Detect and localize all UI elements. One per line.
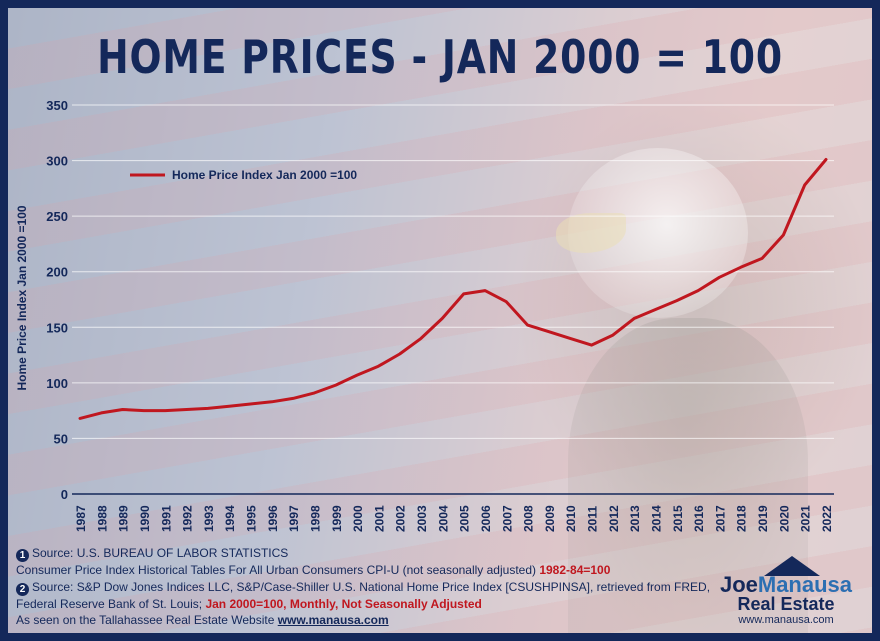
note-1-detail-red: 1982-84=100 <box>539 563 611 577</box>
note-2-text: Source: S&P Dow Jones Indices LLC, S&P/C… <box>32 579 711 594</box>
x-tick-label: 2014 <box>649 505 663 532</box>
logo-url: www.manausa.com <box>738 614 834 626</box>
company-logo: JoeManausa Real Estate www.manausa.com <box>708 556 864 628</box>
x-tick-label: 1987 <box>74 505 88 532</box>
x-tick-label: 2018 <box>735 505 749 532</box>
logo-name: JoeManausa <box>708 572 864 598</box>
logo-subtitle: Real Estate <box>737 594 835 614</box>
y-tick-label: 300 <box>46 154 68 169</box>
series-line <box>78 158 828 420</box>
x-tick-label: 2001 <box>372 505 386 532</box>
x-tick-label: 2002 <box>394 505 408 532</box>
x-tick-label: 1994 <box>223 505 237 532</box>
x-tick-label: 2011 <box>586 506 600 532</box>
note-1-text: Source: U.S. BUREAU OF LABOR STATISTICS <box>32 546 289 560</box>
x-tick-label: 1988 <box>95 505 109 532</box>
x-tick-label: 1998 <box>308 505 322 532</box>
house-icon <box>764 556 820 576</box>
y-axis-label: Home Price Index Jan 2000 =100 <box>15 205 29 390</box>
x-tick-label: 2007 <box>500 505 514 532</box>
note-1-detail: Consumer Price Index Historical Tables F… <box>16 562 736 579</box>
x-tick-label: 2019 <box>756 505 770 532</box>
y-tick-label: 0 <box>61 487 68 502</box>
x-tick-label: 1991 <box>159 505 173 532</box>
x-tick-labels: 1987 1988 1989 1990 1991 1992 1993 1994 1995 1996… <box>74 505 834 532</box>
source-notes: 1 Source: U.S. BUREAU OF LABOR STATISTICS… <box>16 545 736 629</box>
x-tick-label: 1999 <box>330 505 344 532</box>
x-tick-label: 1992 <box>181 505 195 532</box>
x-tick-label: 2021 <box>799 505 813 532</box>
legend: Home Price Index Jan 2000 =100 <box>130 168 357 182</box>
series-group <box>78 158 828 420</box>
x-tick-label: 2022 <box>820 505 834 532</box>
x-tick-label: 1996 <box>266 505 280 532</box>
x-tick-label: 1995 <box>245 505 259 532</box>
seen-prefix: As seen on the Tallahassee Real Estate W… <box>16 613 278 627</box>
y-tick-label: 250 <box>46 209 68 224</box>
y-tick-label: 200 <box>46 265 68 280</box>
x-tick-label: 2016 <box>692 505 706 532</box>
note-1-badge: 1 <box>16 549 29 562</box>
logo-name-first: Joe <box>719 572 758 597</box>
note-2-detail: Federal Reserve Bank of St. Louis; Jan 2… <box>16 596 736 613</box>
x-tick-label: 2009 <box>543 505 557 532</box>
x-tick-label: 2013 <box>628 505 642 532</box>
legend-label: Home Price Index Jan 2000 =100 <box>172 168 357 182</box>
y-tick-label: 150 <box>46 320 68 335</box>
note-2-detail-text: Federal Reserve Bank of St. Louis; <box>16 596 206 611</box>
note-2-badge: 2 <box>16 582 29 596</box>
x-tick-label: 2020 <box>777 505 791 532</box>
note-2-detail-red: Jan 2000=100, Monthly, Not Seasonally Ad… <box>205 596 482 611</box>
x-tick-label: 2012 <box>607 505 621 532</box>
seen-on-line: As seen on the Tallahassee Real Estate W… <box>16 612 736 629</box>
x-tick-label: 1993 <box>202 505 216 532</box>
x-tick-label: 2006 <box>479 505 493 532</box>
y-tick-label: 100 <box>46 376 68 391</box>
gridlines <box>72 104 834 439</box>
x-tick-label: 1990 <box>138 505 152 532</box>
note-1: 1 Source: U.S. BUREAU OF LABOR STATISTICS <box>16 545 736 562</box>
x-tick-label: 2010 <box>564 505 578 532</box>
y-tick-labels: 0 50 100 150 200 250 300 350 <box>46 98 68 502</box>
x-tick-label: 2003 <box>415 505 429 532</box>
x-tick-label: 1997 <box>287 505 301 532</box>
x-tick-label: 2008 <box>522 505 536 532</box>
x-tick-label: 2000 <box>351 505 365 532</box>
note-1-detail-text: Consumer Price Index Historical Tables F… <box>16 563 540 577</box>
x-tick-label: 2004 <box>436 505 450 532</box>
x-tick-label: 1989 <box>117 505 131 532</box>
chart-title: HOME PRICES - JAN 2000 = 100 <box>97 30 783 84</box>
y-tick-label: 50 <box>54 431 68 446</box>
x-tick-label: 2017 <box>713 505 727 532</box>
seen-url-link[interactable]: www.manausa.com <box>277 613 389 627</box>
y-tick-label: 350 <box>46 98 68 113</box>
x-tick-label: 2005 <box>458 505 472 532</box>
note-2: 2 Source: S&P Dow Jones Indices LLC, S&P/… <box>16 579 736 596</box>
x-tick-label: 2015 <box>671 505 685 532</box>
logo-name-last: Manausa <box>757 572 853 597</box>
